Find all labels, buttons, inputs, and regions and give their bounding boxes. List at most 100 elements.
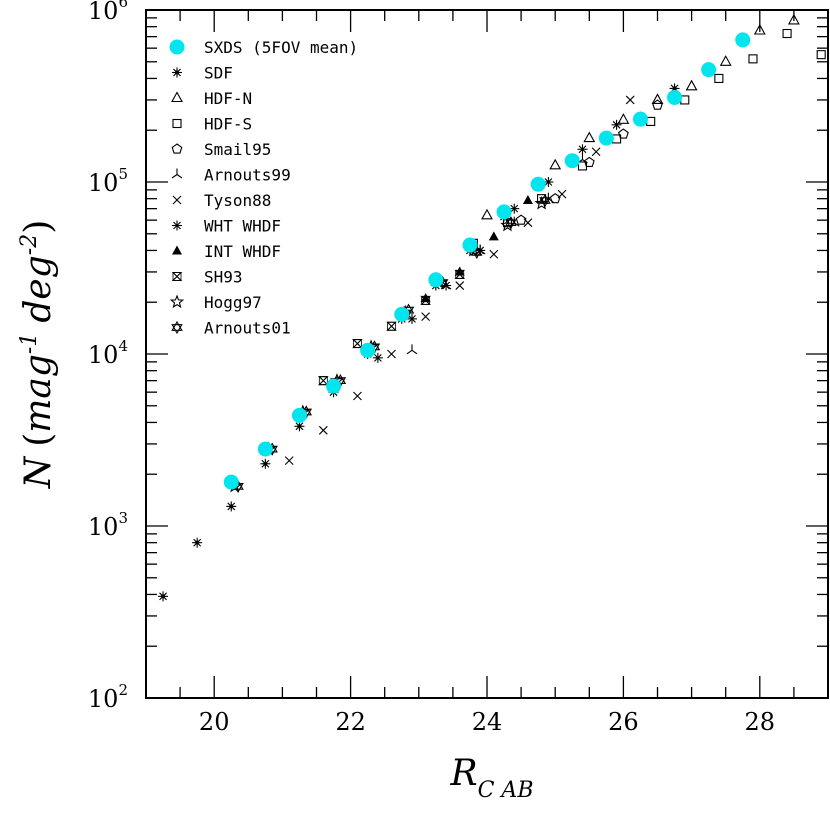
legend-entry-sh93: SH93 (171, 268, 243, 287)
legend-marker-wht-whdf (172, 220, 182, 231)
legend-marker-sh93 (171, 271, 183, 282)
legend-label: WHT WHDF (204, 217, 281, 236)
point-tyson88 (455, 281, 465, 290)
point-sxds-5fov-mean (428, 272, 444, 288)
point-arnouts01 (539, 193, 551, 208)
legend-entry-hogg97: Hogg97 (169, 293, 262, 312)
y-axis-title-n: N (18, 455, 59, 489)
x-axis-title-main: R (450, 753, 478, 794)
x-tick-label: 28 (745, 708, 776, 736)
point-hdf-n (549, 158, 562, 170)
y-tick-labels: 102 103 104 105 106 (88, 0, 128, 713)
point-hdf-s (748, 54, 758, 64)
point-sxds-5fov-mean (360, 342, 376, 358)
y-tick-label: 105 (88, 165, 128, 197)
y-axis-title-open: ( (18, 433, 59, 447)
point-tyson88 (625, 95, 635, 105)
point-sxds-5fov-mean (530, 176, 546, 192)
x-tick-label: 24 (472, 708, 503, 736)
plot-frame (145, 9, 829, 699)
point-sxds-5fov-mean (598, 130, 614, 146)
legend-label: SXDS (5FOV mean) (204, 38, 358, 57)
point-sxds-5fov-mean (564, 153, 580, 169)
point-hdf-n (753, 23, 766, 35)
y-axis-title-close: ) (18, 220, 59, 234)
legend-label: Hogg97 (204, 293, 262, 312)
legend-marker-hdf-n (171, 91, 183, 103)
point-hdf-s (714, 73, 724, 83)
point-sdf (294, 421, 305, 432)
point-sdf (158, 591, 169, 602)
point-wht-whdf (372, 352, 383, 363)
point-hdf-s (537, 194, 547, 204)
legend-marker-smail95 (171, 143, 183, 154)
point-sh93 (420, 295, 431, 305)
point-wht-whdf (509, 203, 520, 214)
point-sdf (226, 501, 237, 512)
point-hdf-n (481, 208, 493, 220)
y-tick-label: 104 (88, 337, 128, 369)
legend-entry-int-whdf: INT WHDF (172, 242, 281, 261)
legend-marker-sxds-5fov-mean (169, 39, 185, 55)
legend-label: SH93 (204, 268, 243, 287)
legend-marker-hdf-s (172, 118, 182, 129)
legend-label: Arnouts99 (204, 166, 291, 185)
legend-entry-sxds-5fov-mean: SXDS (5FOV mean) (169, 38, 358, 57)
legend-label: SDF (204, 64, 233, 83)
point-hdf-n (787, 13, 800, 25)
point-tyson88 (353, 391, 362, 401)
legend-marker-hogg97 (169, 294, 185, 309)
point-sxds-5fov-mean (257, 441, 273, 457)
legend-marker-arnouts01 (171, 320, 183, 335)
legend-entry-sdf: SDF (172, 64, 233, 83)
legend-entry-hdf-n: HDF-N (171, 89, 252, 108)
legend-label: Arnouts01 (204, 319, 291, 338)
point-sxds-5fov-mean (632, 111, 648, 127)
x-tick-label: 22 (335, 708, 366, 736)
point-int-whdf (488, 231, 499, 241)
legend-label: INT WHDF (204, 242, 281, 261)
point-smail95 (617, 128, 629, 139)
data-points (158, 13, 826, 602)
point-sh93 (386, 321, 397, 331)
legend-marker-arnouts99 (171, 168, 183, 179)
point-hdf-n (651, 93, 664, 104)
point-smail95 (515, 214, 527, 225)
y-tick-label: 106 (88, 0, 128, 25)
point-hdf-n (685, 79, 698, 91)
point-wht-whdf (406, 313, 417, 324)
point-sxds-5fov-mean (701, 62, 717, 78)
point-tyson88 (387, 349, 396, 359)
point-hogg97 (500, 217, 515, 232)
point-sxds-5fov-mean (462, 237, 478, 253)
point-hdf-n (617, 113, 630, 124)
point-sxds-5fov-mean (496, 204, 512, 220)
legend-label: Tyson88 (204, 191, 271, 210)
point-sdf (260, 458, 271, 469)
point-tyson88 (591, 147, 601, 157)
legend-label: Smail95 (204, 140, 271, 159)
point-wht-whdf (611, 119, 622, 130)
point-wht-whdf (577, 144, 588, 155)
point-sxds-5fov-mean (667, 89, 683, 105)
x-axis-title-sub: C AB (478, 778, 534, 803)
point-int-whdf (522, 195, 533, 205)
y-axis-title-deg: deg (18, 255, 59, 322)
point-int-whdf (420, 293, 431, 303)
point-sxds-5fov-mean (394, 306, 410, 322)
legend: SXDS (5FOV mean) SDF HDF-N HDF-S Smail95 Arno… (169, 38, 358, 338)
point-hogg97 (534, 195, 549, 210)
point-tyson88 (523, 218, 533, 228)
y-axis-title-mag: mag (18, 354, 59, 433)
point-arnouts99 (406, 344, 418, 355)
point-sxds-5fov-mean (223, 474, 239, 490)
point-sdf (192, 537, 203, 548)
point-tyson88 (489, 249, 499, 259)
point-smail95 (583, 156, 595, 167)
legend-label: HDF-N (204, 89, 252, 108)
point-smail95 (652, 99, 663, 110)
x-tick-labels: 20 22 24 26 28 (199, 708, 775, 736)
point-sxds-5fov-mean (735, 32, 751, 48)
y-axis-title-deg-exp: -2 (17, 234, 42, 255)
